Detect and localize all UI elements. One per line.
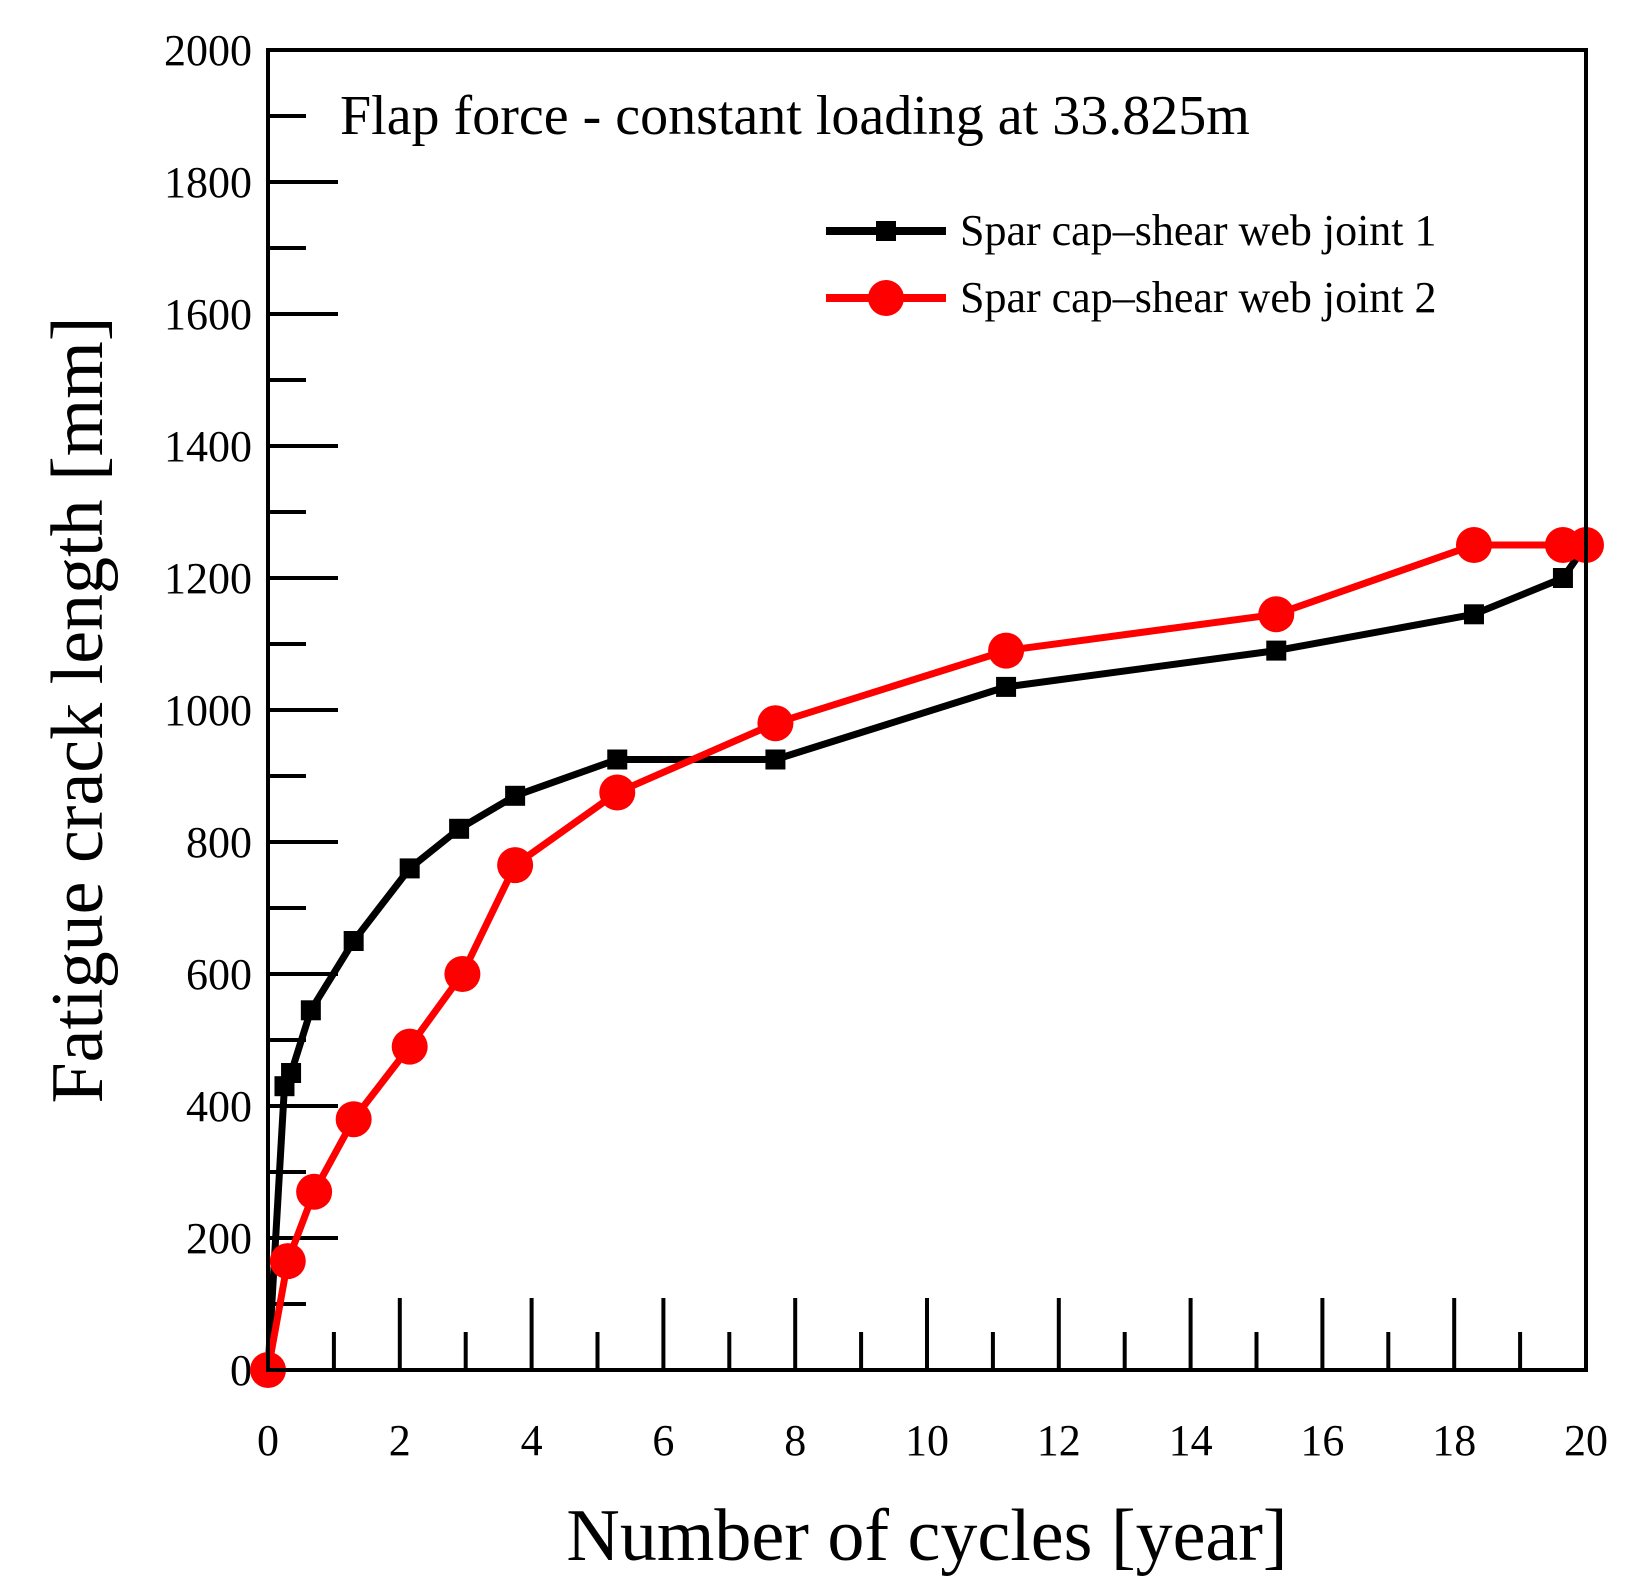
legend-label: Spar cap–shear web joint 2 [960,273,1437,322]
y-tick-label: 200 [186,1214,252,1263]
series-2-point [599,774,636,811]
series-2-point [497,847,534,884]
legend-label: Spar cap–shear web joint 1 [960,206,1437,255]
series-2-point [444,956,481,992]
series-1 [264,535,1596,1371]
series-1-point [343,931,364,951]
series-2-point [296,1173,333,1210]
y-tick-label: 2000 [164,26,252,75]
y-tick-label: 1000 [164,686,252,735]
series-2 [250,527,1604,1388]
x-tick-label: 8 [784,1416,806,1465]
y-axis-title: Fatigue crack length [mm] [37,316,119,1103]
x-tick-label: 12 [1037,1416,1081,1465]
series-1-point [1552,568,1573,588]
x-tick-label: 10 [905,1416,949,1465]
series-1-point [399,858,420,879]
plot-frame [266,48,1588,1372]
y-tick-label: 600 [186,950,252,999]
series-layer [250,527,1604,1388]
x-axis-title: Number of cycles [year] [566,1495,1287,1577]
series-2-point [1455,527,1492,563]
x-tick-label: 20 [1564,1416,1608,1465]
y-tick-label: 1400 [164,422,252,471]
x-tick-label: 6 [652,1416,674,1465]
y-tick-label: 1600 [164,290,252,339]
series-1-point [300,1000,321,1021]
y-tick-label: 800 [186,818,252,867]
legend-swatch-marker [876,221,896,241]
x-tick-label: 18 [1432,1416,1476,1465]
legend: Spar cap–shear web joint 1 Spar cap–shear… [826,206,1437,322]
series-1-point [1463,604,1484,625]
x-tick-label: 2 [389,1416,411,1465]
x-tick-label: 4 [521,1416,543,1465]
series-2-point [391,1028,428,1065]
series-2-point [757,705,794,742]
x-tick-label: 16 [1300,1416,1344,1465]
series-2-point [269,1243,306,1280]
y-tick-label: 1200 [164,554,252,603]
series-1-point [505,785,526,806]
series-1-point [449,818,470,839]
legend-swatch-marker [868,280,904,316]
ticks-layer: 0 200 400 600 800 1000 1200 1400 1600 1800 2000 0 2 4… [164,26,1608,1465]
series-1-point [765,749,786,770]
series-1-point [1266,640,1287,661]
series-2-point [1258,596,1295,633]
y-tick-label: 0 [230,1346,252,1395]
series-1-point [607,749,628,770]
series-2-point [988,632,1025,669]
x-tick-label: 0 [257,1416,279,1465]
y-tick-label: 400 [186,1082,252,1131]
x-tick-label: 14 [1169,1416,1213,1465]
series-1-point [996,676,1017,697]
y-tick-label: 1800 [164,158,252,207]
series-1-point [281,1063,302,1083]
chart-title: Flap force - constant loading at 33.825m [340,85,1250,147]
series-2-point [335,1101,372,1138]
